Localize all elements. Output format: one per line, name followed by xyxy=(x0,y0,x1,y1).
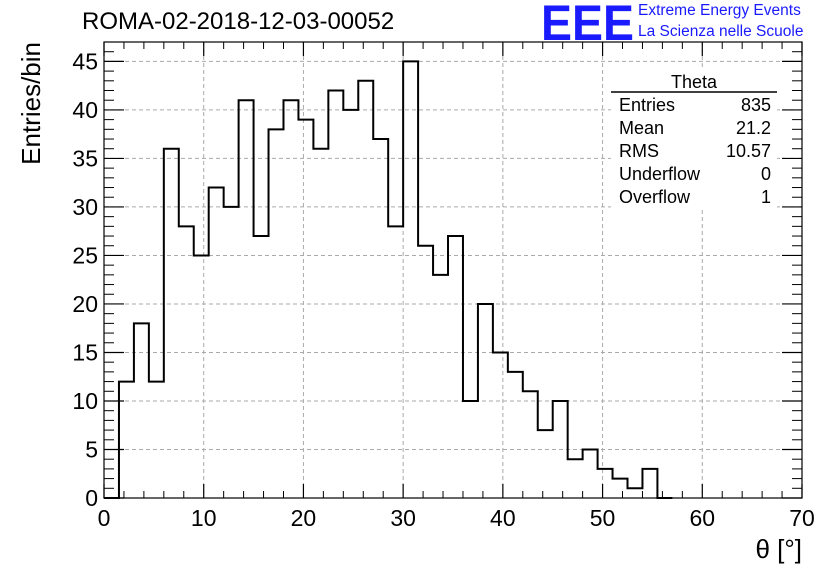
stats-box-background xyxy=(611,70,777,210)
logo-caption-line1: Extreme Energy Events xyxy=(638,2,801,19)
y-tick-label: 30 xyxy=(72,194,98,220)
x-tick-label: 60 xyxy=(689,505,715,531)
histogram-step-line xyxy=(104,60,673,499)
stats-row-value: 1 xyxy=(761,187,771,207)
stats-row-label: Overflow xyxy=(619,187,691,207)
stats-row-label: Mean xyxy=(619,118,664,138)
y-axis-label: Entries/bin xyxy=(16,42,46,165)
y-tick-label: 5 xyxy=(85,436,98,462)
y-tick-label: 15 xyxy=(72,339,98,365)
axis-ticks xyxy=(103,42,803,499)
x-tick-label: 0 xyxy=(98,505,111,531)
stats-row-value: 835 xyxy=(741,95,771,115)
eee-logo-mark: EEE xyxy=(541,0,634,44)
eee-logo: EEE xyxy=(541,0,634,44)
stats-row-value: 0 xyxy=(761,164,771,184)
stats-box-title: Theta xyxy=(671,72,718,92)
y-tick-label: 45 xyxy=(72,48,98,74)
y-tick-label: 20 xyxy=(72,291,98,317)
stats-row-label: Underflow xyxy=(619,164,701,184)
plot-frame xyxy=(103,41,803,499)
stats-row-value: 10.57 xyxy=(726,141,771,161)
stats-row-value: 21.2 xyxy=(736,118,771,138)
chart-title: ROMA-02-2018-12-03-00052 xyxy=(82,8,395,35)
x-tick-label: 30 xyxy=(390,505,416,531)
x-tick-label: 40 xyxy=(490,505,516,531)
x-tick-label: 50 xyxy=(590,505,616,531)
x-tick-label: 10 xyxy=(191,505,217,531)
y-tick-label: 40 xyxy=(72,97,98,123)
y-tick-label: 0 xyxy=(85,485,98,511)
x-tick-label: 70 xyxy=(789,505,815,531)
stats-row-label: RMS xyxy=(619,141,659,161)
logo-caption-line2: La Scienza nelle Scuole xyxy=(638,23,804,40)
stats-row-label: Entries xyxy=(619,95,675,115)
stats-box: Theta Entries 835 Mean 21.2 RMS 10.57 Underflo… xyxy=(611,70,777,210)
x-axis-label: θ [°] xyxy=(755,534,802,564)
y-tick-label: 25 xyxy=(72,242,98,268)
y-tick-label: 35 xyxy=(72,145,98,171)
y-tick-label: 10 xyxy=(72,388,98,414)
x-tick-label: 20 xyxy=(291,505,317,531)
